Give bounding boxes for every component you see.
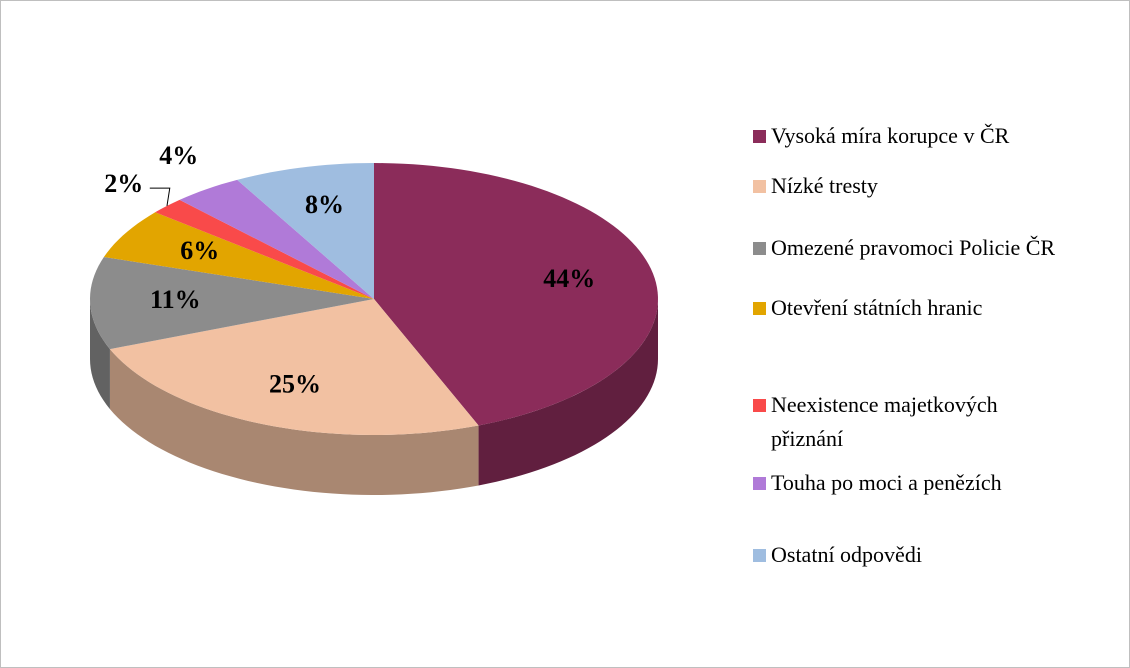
legend-swatch	[753, 302, 766, 315]
data-label: 4%	[159, 141, 198, 170]
slice-side	[478, 299, 658, 486]
slice	[90, 256, 374, 350]
slice	[109, 299, 479, 435]
data-label: 44%	[543, 264, 595, 293]
legend-swatch	[753, 180, 766, 193]
data-label: 6%	[180, 236, 219, 265]
slice	[237, 163, 374, 299]
legend-swatch	[753, 399, 766, 412]
legend-label: Omezené pravomoci Policie ČR	[771, 235, 1056, 260]
slice	[374, 163, 658, 426]
slice-side	[90, 299, 110, 410]
legend-item: Neexistence majetkových přiznání	[753, 388, 1093, 456]
legend-swatch	[753, 242, 766, 255]
legend-item: Vysoká míra korupce v ČR	[753, 119, 1093, 153]
legend-swatch	[753, 477, 766, 490]
data-label: 2%	[104, 169, 143, 198]
legend-label: Touha po moci a penězích	[771, 470, 1002, 495]
slice	[103, 212, 374, 299]
slice	[179, 179, 374, 299]
legend-label: Otevření státních hranic	[771, 295, 983, 320]
legend-label: Nízké tresty	[771, 173, 878, 198]
legend-item: Otevření státních hranic	[753, 291, 1093, 325]
legend-swatch	[753, 549, 766, 562]
data-label: 11%	[150, 285, 201, 314]
slice	[155, 199, 374, 299]
data-label: 8%	[305, 190, 344, 219]
legend-label: Vysoká míra korupce v ČR	[771, 123, 1010, 148]
legend-item: Ostatní odpovědi	[753, 538, 1093, 572]
legend-label: Neexistence majetkových přiznání	[771, 392, 998, 451]
legend-item: Omezené pravomoci Policie ČR	[753, 231, 1093, 265]
legend-item: Touha po moci a penězích	[753, 466, 1093, 500]
legend-label: Ostatní odpovědi	[771, 542, 922, 567]
leader-line	[149, 187, 171, 206]
legend-item: Nízké tresty	[753, 169, 1093, 203]
data-label: 25%	[269, 369, 321, 398]
slice-side	[109, 349, 479, 495]
legend-swatch	[753, 130, 766, 143]
